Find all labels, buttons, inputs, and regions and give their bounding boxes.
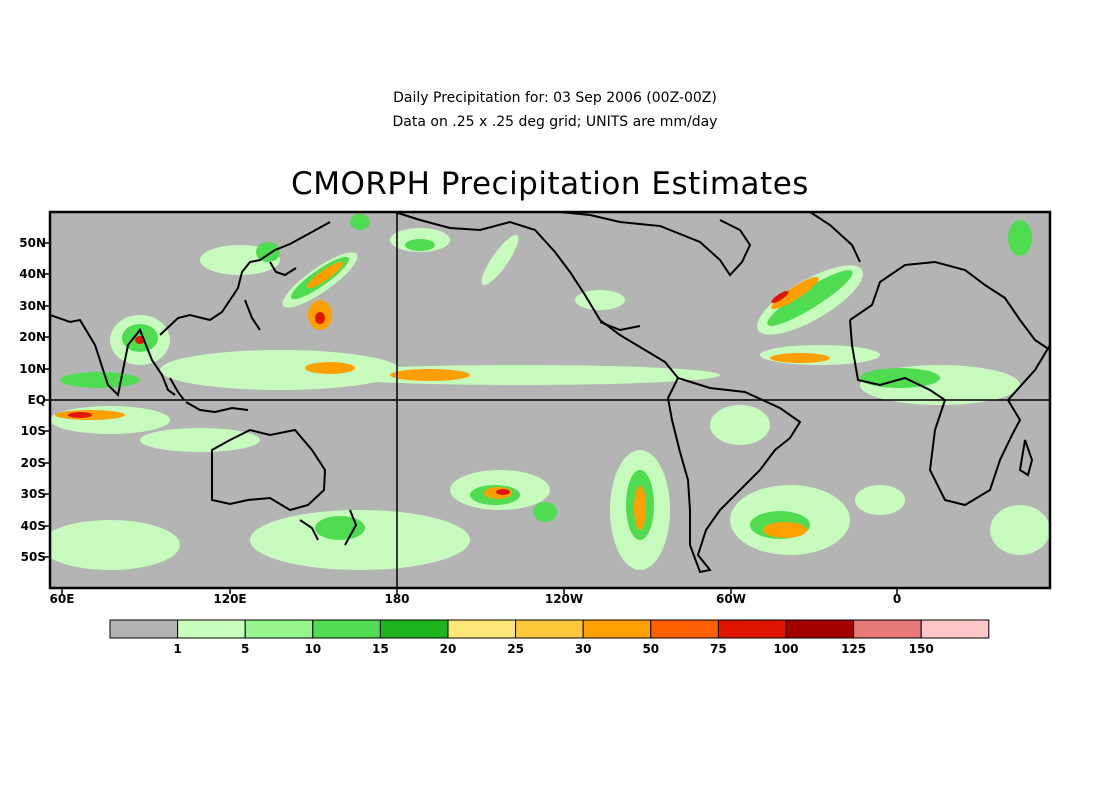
lat-label-40s: 40S xyxy=(20,519,46,533)
lon-label-120e: 120E xyxy=(213,592,247,606)
lon-ticks xyxy=(61,588,898,594)
colorbar-label-75: 75 xyxy=(710,642,727,656)
grid-units-header: Data on .25 x .25 deg grid; UNITS are mm… xyxy=(392,114,718,130)
colorbar-label-20: 20 xyxy=(439,642,457,656)
lat-label-20s: 20S xyxy=(20,456,46,470)
colorbar-box-11 xyxy=(853,619,922,639)
colorbar xyxy=(109,619,990,639)
colorbar-label-30: 30 xyxy=(574,642,592,656)
colorbar-label-5: 5 xyxy=(241,642,250,656)
colorbar-label-25: 25 xyxy=(507,642,524,656)
colorbar-box-8 xyxy=(650,619,719,639)
lat-label-10n: 10N xyxy=(19,362,46,376)
lat-label-30n: 30N xyxy=(19,299,46,313)
lat-label-40n: 40N xyxy=(19,267,46,281)
lat-label-10s: 10S xyxy=(20,424,46,438)
colorbar-box-3 xyxy=(312,619,381,639)
colorbar-label-1: 1 xyxy=(173,642,182,656)
colorbar-box-6 xyxy=(515,619,584,639)
colorbar-box-12 xyxy=(920,619,990,639)
colorbar-box-5 xyxy=(447,619,517,639)
colorbar-label-15: 15 xyxy=(372,642,389,656)
date-header: Daily Precipitation for: 03 Sep 2006 (00… xyxy=(393,90,717,106)
colorbar-label-125: 125 xyxy=(841,642,867,656)
lon-label-0: 0 xyxy=(892,592,902,606)
lat-label-50s: 50S xyxy=(20,550,46,564)
precip-field xyxy=(50,212,1050,574)
colorbar-label-10: 10 xyxy=(304,642,322,656)
colorbar-box-7 xyxy=(582,619,652,639)
lat-label-20n: 20N xyxy=(19,330,46,344)
colorbar-label-150: 150 xyxy=(908,642,934,656)
colorbar-box-4 xyxy=(379,619,449,639)
colorbar-box-0 xyxy=(109,619,179,639)
colorbar-box-10 xyxy=(785,619,855,639)
colorbar-label-50: 50 xyxy=(642,642,660,656)
coastlines xyxy=(50,212,1050,574)
colorbar-box-9 xyxy=(717,619,787,639)
colorbar-box-2 xyxy=(244,619,314,639)
lon-label-60e: 60E xyxy=(49,592,75,606)
map-title: CMORPH Precipitation Estimates xyxy=(291,166,809,202)
lat-label-eq: EQ xyxy=(27,393,46,407)
colorbar-label-100: 100 xyxy=(773,642,799,656)
lon-label-180: 180 xyxy=(384,592,410,606)
lat-label-30s: 30S xyxy=(20,487,46,501)
lon-label-120w: 120W xyxy=(544,592,584,606)
lon-label-60w: 60W xyxy=(716,592,746,606)
lat-ticks xyxy=(44,242,50,558)
lat-label-50n: 50N xyxy=(19,236,46,250)
colorbar-box-1 xyxy=(177,619,246,639)
